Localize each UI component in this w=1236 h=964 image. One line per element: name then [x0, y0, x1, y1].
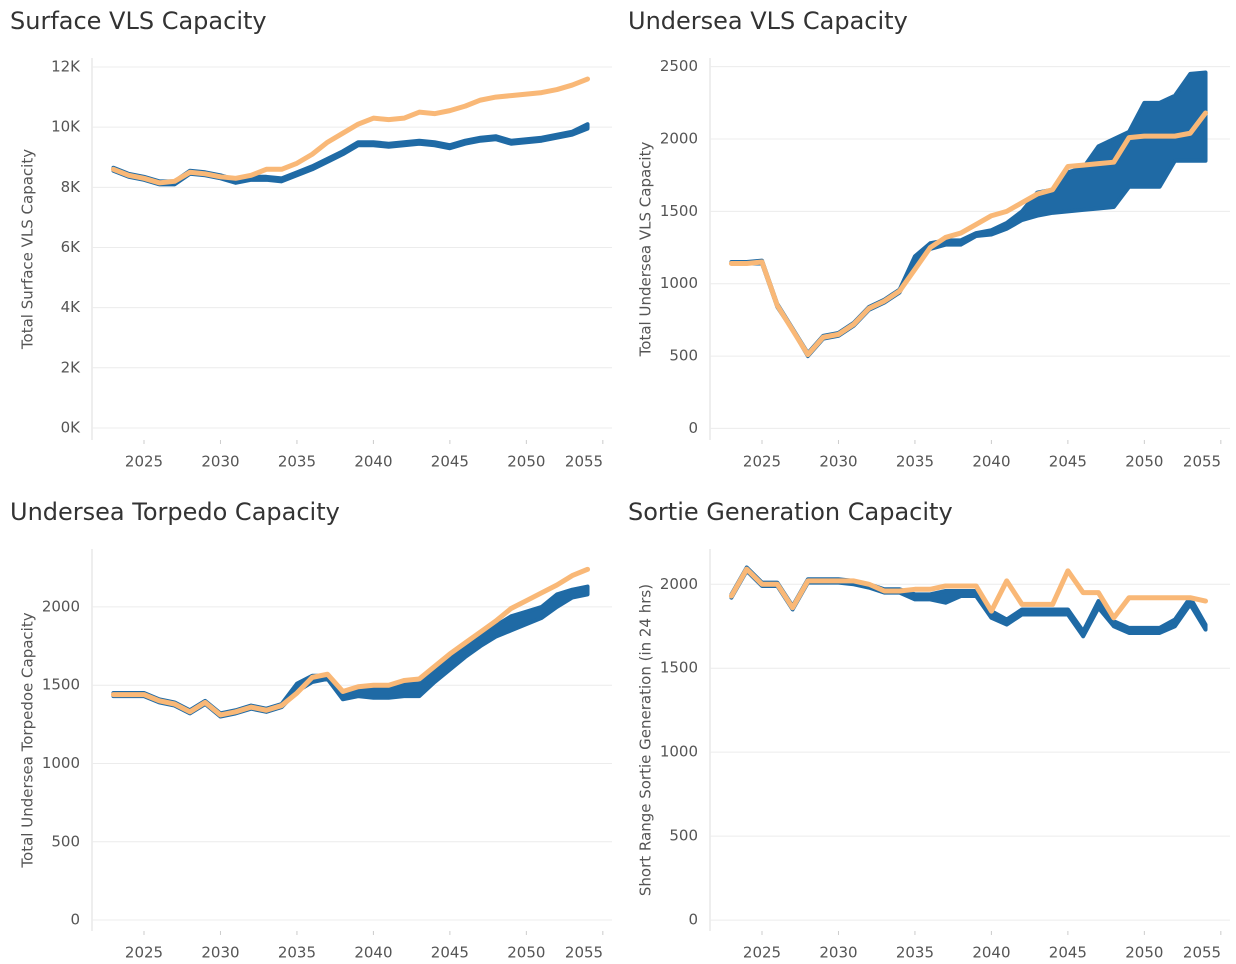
x-tick-label: 2035 [278, 453, 316, 471]
y-tick-label: 2000 [42, 597, 80, 615]
x-tick-label: 2045 [1049, 453, 1087, 471]
x-tick-label: 2030 [201, 944, 239, 962]
x-tick-label: 2030 [819, 944, 857, 962]
x-tick-label: 2040 [972, 944, 1010, 962]
y-tick-label: 2000 [660, 130, 698, 148]
chart-panel: Undersea VLS Capacity Total Undersea VLS … [628, 7, 1230, 471]
x-tick-label: 2035 [896, 944, 934, 962]
x-tick-label: 2050 [1125, 453, 1163, 471]
range-band [729, 565, 1208, 639]
y-tick-label: 500 [669, 827, 698, 845]
chart-panel: Undersea Torpedo Capacity Total Undersea … [10, 498, 612, 962]
x-tick-label: 2025 [125, 453, 163, 471]
line-series [728, 566, 1209, 621]
y-axis-label: Total Surface VLS Capacity [19, 149, 37, 350]
y-tick-label: 500 [669, 347, 698, 365]
x-tick-label: 2035 [278, 944, 316, 962]
x-tick-label: 2040 [354, 944, 392, 962]
y-tick-label: 8K [61, 178, 82, 196]
x-tick-label: 2055 [565, 944, 603, 962]
y-tick-label: 1500 [42, 676, 80, 694]
chart-panel: Surface VLS Capacity Total Surface VLS Ca… [10, 7, 612, 471]
chart-title: Undersea Torpedo Capacity [10, 498, 340, 526]
chart-title: Surface VLS Capacity [10, 7, 267, 35]
x-tick-label: 2050 [1125, 944, 1163, 962]
x-tick-label: 2045 [1049, 944, 1087, 962]
x-tick-label: 2045 [431, 944, 469, 962]
range-band [111, 122, 590, 187]
y-tick-label: 2500 [660, 57, 698, 75]
y-tick-label: 0K [61, 418, 82, 436]
x-tick-label: 2035 [896, 453, 934, 471]
x-tick-label: 2025 [125, 944, 163, 962]
x-tick-label: 2055 [1183, 944, 1221, 962]
x-tick-label: 2030 [819, 453, 857, 471]
line-series [110, 76, 591, 186]
chart-panel: Sortie Generation Capacity Short Range So… [628, 498, 1230, 962]
y-tick-label: 12K [51, 58, 81, 76]
y-tick-label: 4K [61, 298, 82, 316]
y-tick-label: 1500 [660, 202, 698, 220]
y-tick-label: 6K [61, 238, 82, 256]
x-tick-label: 2055 [1183, 453, 1221, 471]
x-tick-label: 2050 [507, 453, 545, 471]
x-tick-label: 2050 [507, 944, 545, 962]
x-tick-label: 2030 [201, 453, 239, 471]
y-tick-label: 1000 [660, 274, 698, 292]
y-axis-label: Total Undersea Torpedoe Capacity [19, 612, 37, 868]
y-tick-label: 2K [61, 358, 82, 376]
x-tick-label: 2025 [743, 453, 781, 471]
x-tick-label: 2045 [431, 453, 469, 471]
y-tick-label: 1000 [660, 743, 698, 761]
y-tick-label: 1000 [42, 754, 80, 772]
chart-title: Undersea VLS Capacity [628, 7, 908, 35]
y-tick-label: 10K [51, 118, 81, 136]
y-tick-label: 500 [51, 832, 80, 850]
y-tick-label: 0 [688, 419, 698, 437]
x-tick-label: 2055 [565, 453, 603, 471]
y-axis-label: Short Range Sortie Generation (in 24 hrs… [637, 584, 655, 896]
y-tick-label: 2000 [660, 575, 698, 593]
x-tick-label: 2040 [354, 453, 392, 471]
line-series [110, 566, 591, 718]
y-tick-label: 1500 [660, 659, 698, 677]
range-band [729, 70, 1208, 359]
x-tick-label: 2040 [972, 453, 1010, 471]
chart-title: Sortie Generation Capacity [628, 498, 953, 526]
line-series [728, 110, 1209, 358]
x-tick-label: 2025 [743, 944, 781, 962]
y-axis-label: Total Undersea VLS Capacity [637, 142, 655, 358]
y-tick-label: 0 [688, 911, 698, 929]
y-tick-label: 0 [70, 911, 80, 929]
